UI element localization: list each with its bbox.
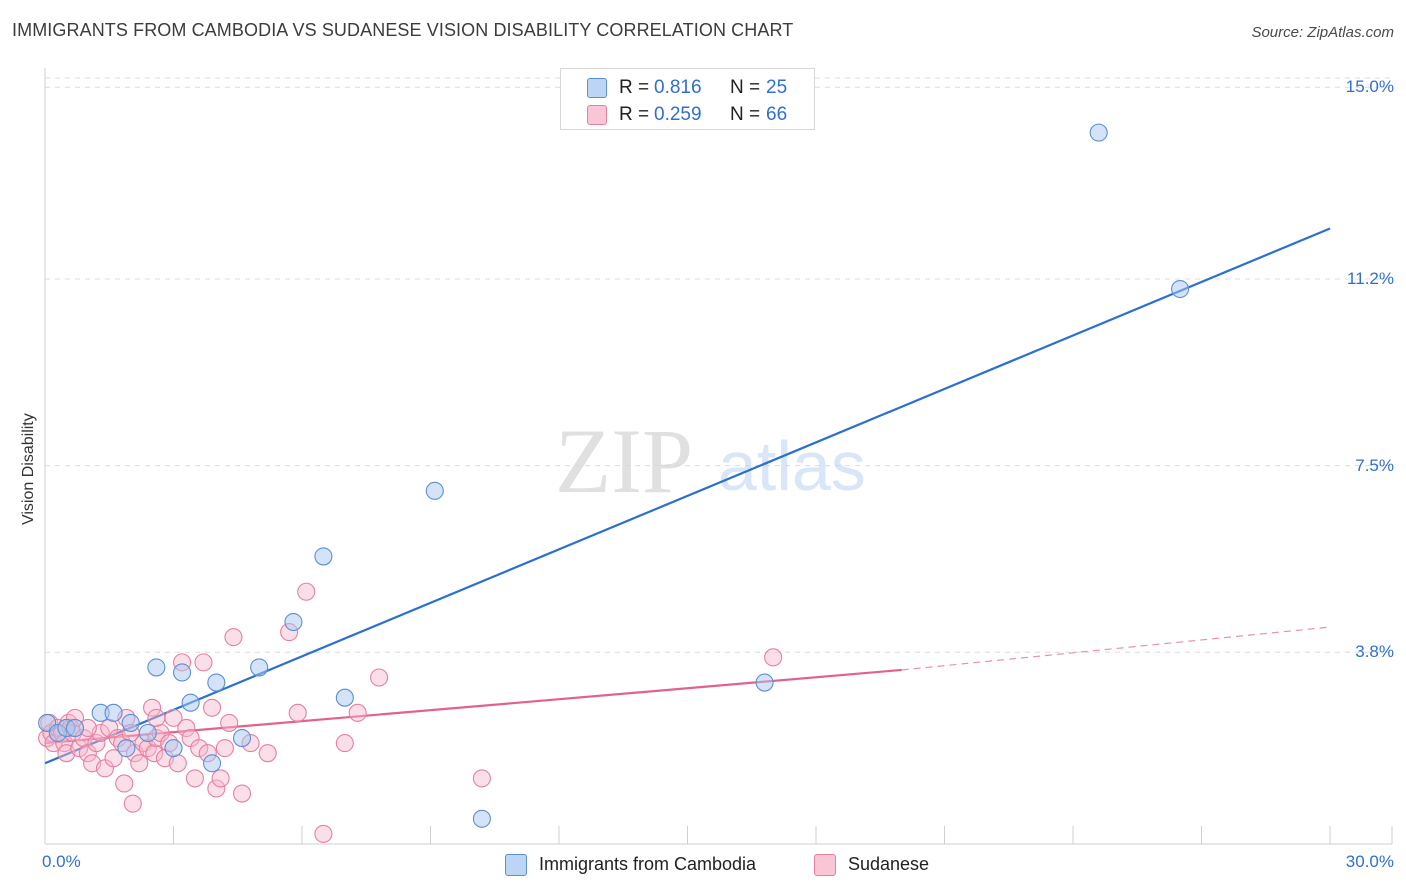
legend-n-value-sudanese: 66 bbox=[766, 104, 788, 125]
x-tick-label: 0.0% bbox=[42, 852, 81, 871]
trend-line-cambodia bbox=[44, 227, 1331, 765]
point-sudanese bbox=[207, 779, 226, 798]
point-sudanese bbox=[87, 734, 106, 753]
watermark-atlas: atlas bbox=[718, 427, 866, 505]
point-cambodia bbox=[335, 688, 354, 707]
point-sudanese bbox=[348, 703, 367, 722]
legend-swatch-cambodia bbox=[587, 78, 607, 98]
point-cambodia bbox=[1089, 123, 1108, 142]
point-cambodia bbox=[284, 612, 303, 632]
bottom-legend-swatch-cambodia bbox=[505, 854, 527, 876]
point-cambodia bbox=[104, 703, 123, 722]
legend-n-value-cambodia: 25 bbox=[766, 77, 788, 98]
point-cambodia bbox=[472, 809, 491, 828]
watermark-zip: ZIP bbox=[555, 410, 693, 512]
point-sudanese bbox=[297, 582, 316, 601]
point-cambodia bbox=[1171, 279, 1190, 299]
point-sudanese bbox=[288, 703, 307, 722]
point-sudanese bbox=[130, 754, 149, 773]
bottom-legend-label-cambodia: Immigrants from Cambodia bbox=[539, 854, 757, 874]
point-cambodia bbox=[117, 739, 136, 758]
y-tick-label: 7.5% bbox=[1355, 455, 1394, 475]
legend-r-label: R = bbox=[619, 104, 650, 125]
point-sudanese bbox=[211, 769, 230, 788]
trend-line-sudanese-extension bbox=[901, 626, 1331, 671]
point-cambodia bbox=[207, 673, 226, 692]
legend-n-label: N = bbox=[730, 77, 761, 98]
point-sudanese bbox=[147, 708, 166, 727]
point-cambodia bbox=[164, 739, 183, 758]
point-sudanese bbox=[104, 749, 123, 768]
correlation-legend: R = 0.816 N = 25 R = 0.259 N = 66 bbox=[560, 68, 815, 130]
point-cambodia bbox=[314, 547, 333, 566]
point-sudanese bbox=[224, 628, 243, 647]
point-cambodia bbox=[173, 663, 192, 682]
bottom-legend-label-sudanese: Sudanese bbox=[848, 854, 930, 874]
point-sudanese bbox=[190, 739, 209, 758]
point-sudanese bbox=[168, 754, 187, 773]
point-cambodia bbox=[250, 658, 269, 677]
trend-lines bbox=[44, 227, 1331, 765]
point-sudanese bbox=[232, 784, 252, 803]
legend-r-value-sudanese: 0.259 bbox=[654, 104, 702, 125]
legend-r-label: R = bbox=[619, 77, 650, 98]
point-sudanese bbox=[314, 824, 333, 843]
source-credit: Source: ZipAtlas.com bbox=[1251, 24, 1394, 41]
point-cambodia bbox=[425, 481, 444, 500]
point-sudanese bbox=[185, 769, 204, 788]
point-cambodia bbox=[65, 718, 85, 738]
point-sudanese bbox=[258, 744, 277, 763]
y-tick-label: 15.0% bbox=[1345, 77, 1394, 97]
point-sudanese bbox=[143, 698, 162, 717]
y-tick-label: 3.8% bbox=[1355, 642, 1394, 662]
bottom-legend-swatch-sudanese bbox=[814, 854, 836, 876]
point-sudanese bbox=[115, 774, 134, 793]
legend-n-label: N = bbox=[730, 104, 761, 125]
chart-title: IMMIGRANTS FROM CAMBODIA VS SUDANESE VIS… bbox=[12, 20, 794, 40]
y-tick-label: 11.2% bbox=[1347, 268, 1394, 288]
point-sudanese bbox=[70, 739, 89, 758]
point-sudanese bbox=[123, 794, 142, 813]
point-sudanese bbox=[215, 739, 234, 758]
point-sudanese bbox=[220, 713, 239, 732]
point-sudanese bbox=[472, 769, 491, 788]
x-tick-label: 30.0% bbox=[1345, 852, 1394, 871]
legend-swatch-sudanese bbox=[587, 105, 607, 125]
point-cambodia bbox=[138, 723, 157, 743]
series-cambodia bbox=[38, 123, 1190, 828]
point-sudanese bbox=[335, 734, 354, 753]
point-cambodia bbox=[203, 754, 222, 773]
point-sudanese bbox=[145, 744, 164, 763]
point-sudanese bbox=[764, 648, 783, 667]
legend-r-value-cambodia: 0.816 bbox=[654, 77, 702, 98]
gridlines bbox=[45, 77, 1392, 653]
point-cambodia bbox=[232, 729, 252, 748]
point-sudanese bbox=[194, 653, 213, 672]
point-sudanese bbox=[203, 698, 222, 717]
point-sudanese bbox=[370, 668, 389, 687]
point-sudanese bbox=[177, 718, 196, 738]
point-cambodia bbox=[755, 673, 774, 692]
point-cambodia bbox=[147, 658, 166, 677]
point-cambodia bbox=[181, 693, 200, 712]
point-cambodia bbox=[121, 713, 140, 732]
